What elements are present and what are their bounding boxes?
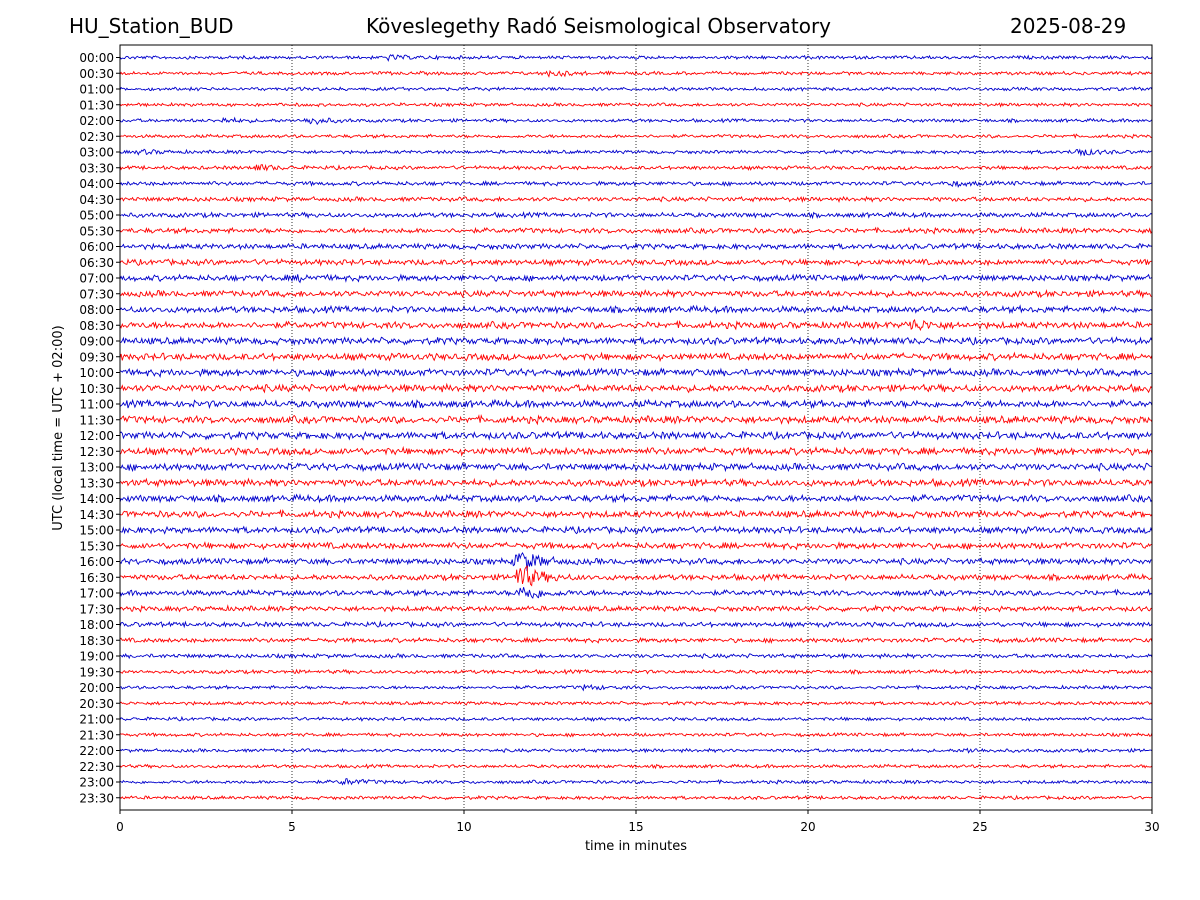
trace-line	[119, 445, 1153, 457]
y-tick-label: 23:30	[79, 791, 114, 805]
x-axis-label: time in minutes	[585, 839, 687, 854]
y-tick-label: 08:30	[79, 319, 114, 333]
y-tick-label: 22:00	[79, 744, 114, 758]
y-axis-label: UTC (local time = UTC + 02:00)	[51, 325, 66, 530]
y-tick-label: 00:30	[79, 67, 114, 81]
y-tick-label: 04:00	[79, 177, 114, 191]
time-grid	[291, 45, 981, 810]
trace-line	[119, 304, 1153, 315]
y-tick-label: 07:30	[79, 287, 114, 301]
y-tick-label: 01:30	[79, 98, 114, 112]
y-tick-label: 20:00	[79, 681, 114, 695]
observatory-title: Köveslegethy Radó Seismological Observat…	[366, 14, 832, 38]
y-tick-label: 11:30	[79, 413, 114, 427]
y-tick-label: 02:00	[79, 114, 114, 128]
y-tick-label: 14:30	[79, 508, 114, 522]
x-tick-label: 25	[972, 820, 987, 834]
trace-line	[119, 288, 1153, 299]
y-tick-label: 08:00	[79, 303, 114, 317]
y-tick-label: 22:30	[79, 760, 114, 774]
y-tick-label: 15:00	[79, 524, 114, 538]
y-tick-label: 23:00	[79, 776, 114, 790]
y-tick-label: 14:00	[79, 492, 114, 506]
x-tick-label: 20	[800, 820, 815, 834]
y-tick-label: 01:00	[79, 83, 114, 97]
trace-line	[119, 700, 1153, 707]
x-axis-ticks: 0 5 10 15 20 25 30	[116, 810, 1160, 834]
trace-line	[119, 69, 1153, 78]
y-tick-label: 00:00	[79, 51, 114, 65]
x-tick-label: 30	[1144, 820, 1159, 834]
y-tick-label: 06:00	[79, 240, 114, 254]
y-tick-label: 19:30	[79, 665, 114, 679]
trace-line	[119, 461, 1153, 473]
y-tick-label: 04:30	[79, 193, 114, 207]
trace-line	[119, 163, 1152, 172]
trace-line	[119, 86, 1153, 92]
trace-line	[119, 335, 1153, 347]
y-tick-label: 10:30	[79, 382, 114, 396]
trace-line	[119, 668, 1153, 676]
y-tick-label: 13:00	[79, 461, 114, 475]
trace-line	[119, 382, 1153, 394]
trace-line	[119, 525, 1153, 535]
y-tick-label: 17:00	[79, 587, 114, 601]
y-tick-label: 21:30	[79, 728, 114, 742]
trace-line	[119, 258, 1153, 267]
y-tick-label: 21:00	[79, 713, 114, 727]
y-tick-label: 09:00	[79, 335, 114, 349]
y-tick-label: 13:30	[79, 476, 114, 490]
trace-line	[119, 620, 1153, 629]
trace-line	[119, 318, 1153, 332]
y-tick-label: 15:30	[79, 539, 114, 553]
y-tick-label: 19:00	[79, 650, 114, 664]
y-tick-label: 18:00	[79, 618, 114, 632]
trace-line	[119, 551, 1153, 572]
y-tick-label: 10:00	[79, 366, 114, 380]
trace-line	[119, 133, 1153, 140]
trace-line	[119, 273, 1153, 284]
trace-line	[119, 541, 1153, 551]
trace-line	[119, 794, 1153, 801]
station-name: HU_Station_BUD	[69, 14, 234, 38]
y-tick-label: 20:30	[79, 697, 114, 711]
y-tick-label: 03:30	[79, 161, 114, 175]
y-tick-label: 18:30	[79, 634, 114, 648]
trace-line	[119, 101, 1153, 108]
y-tick-label: 07:00	[79, 272, 114, 286]
y-tick-label: 17:30	[79, 602, 114, 616]
y-tick-label: 12:00	[79, 429, 114, 443]
trace-line	[119, 195, 1153, 204]
trace-line	[119, 414, 1153, 426]
y-tick-label: 06:30	[79, 256, 114, 270]
x-tick-label: 0	[116, 820, 124, 834]
x-tick-label: 15	[628, 820, 643, 834]
y-tick-label: 02:30	[79, 130, 114, 144]
x-tick-label: 10	[456, 820, 471, 834]
trace-line	[119, 763, 1153, 770]
trace-line	[119, 398, 1153, 410]
y-tick-label: 05:00	[79, 209, 114, 223]
y-tick-label: 09:30	[79, 350, 114, 364]
y-tick-label: 16:30	[79, 571, 114, 585]
y-tick-label: 11:00	[79, 398, 114, 412]
y-tick-label: 12:30	[79, 445, 114, 459]
plot-date: 2025-08-29	[1010, 14, 1127, 38]
y-tick-label: 03:00	[79, 146, 114, 160]
y-tick-label: 05:30	[79, 224, 114, 238]
trace-line	[119, 731, 1153, 738]
y-tick-label: 16:00	[79, 555, 114, 569]
x-tick-label: 5	[288, 820, 296, 834]
trace-line	[119, 715, 1153, 722]
trace-line	[119, 351, 1153, 363]
